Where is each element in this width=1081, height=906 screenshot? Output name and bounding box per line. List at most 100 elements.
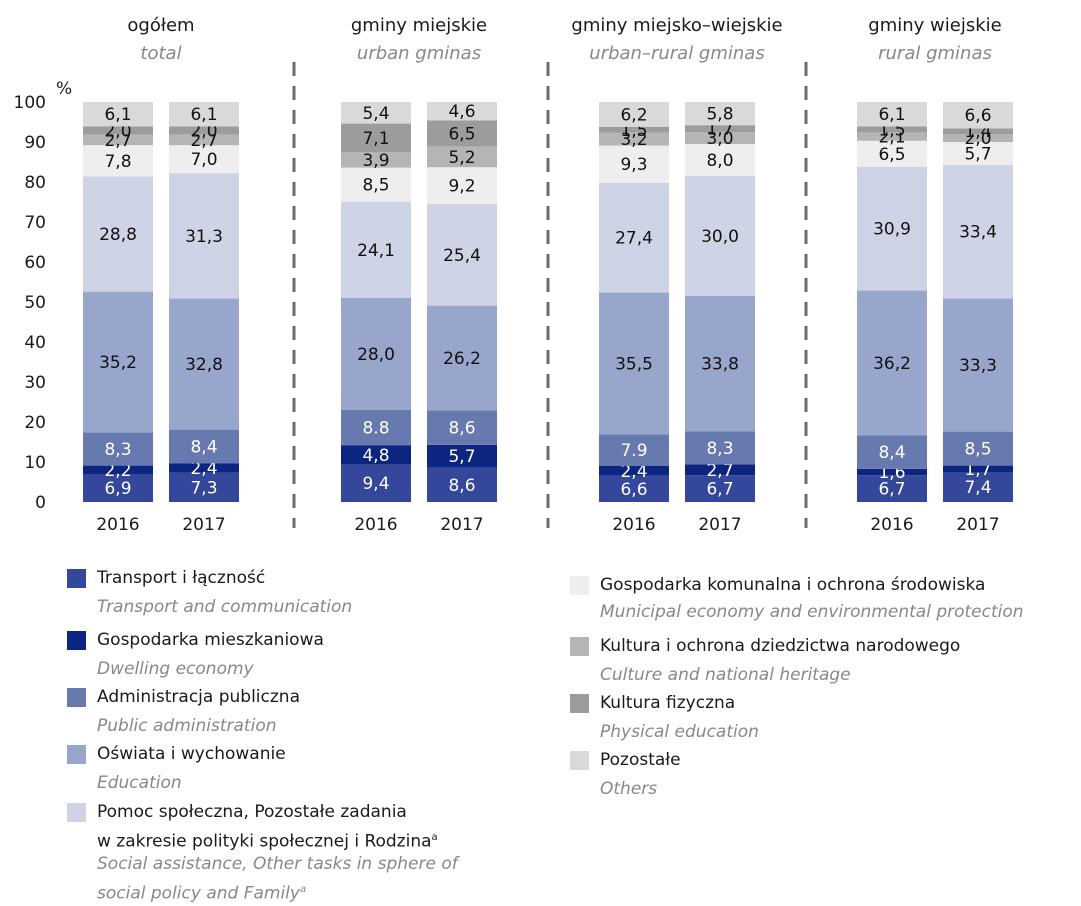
data-label: 6,6 bbox=[620, 480, 647, 500]
data-label: 33,8 bbox=[701, 355, 739, 375]
bar-segment-dwelling bbox=[169, 463, 239, 473]
bar-segment-others bbox=[169, 102, 239, 127]
bar-segment-others bbox=[341, 102, 411, 124]
data-label: 9,4 bbox=[362, 474, 389, 494]
bar-segment-education bbox=[169, 298, 239, 430]
bar-segment-social bbox=[943, 164, 1013, 299]
bar-segment-municipal bbox=[943, 142, 1013, 165]
data-label: 7,1 bbox=[362, 129, 389, 149]
data-label: 2,4 bbox=[620, 462, 647, 482]
data-label: 8,5 bbox=[362, 176, 389, 196]
x-tick-label: 2017 bbox=[182, 515, 225, 535]
legend-swatch-education bbox=[67, 745, 86, 764]
data-label: 8,4 bbox=[878, 443, 905, 463]
y-tick-label: 0 bbox=[35, 493, 46, 513]
data-label: 7,0 bbox=[190, 150, 217, 170]
bar-segment-admin bbox=[857, 435, 927, 469]
legend-label-pl: Administracja publiczna bbox=[97, 687, 300, 707]
bar-segment-education bbox=[857, 290, 927, 436]
legend-label-en: Public administration bbox=[97, 716, 277, 736]
bar-segment-dwelling bbox=[341, 445, 411, 465]
legend-label-pl: Gospodarka mieszkaniowa bbox=[97, 630, 324, 650]
bar-segment-social bbox=[427, 204, 497, 306]
x-tick-label: 2016 bbox=[96, 515, 139, 535]
legend-label-en: Others bbox=[600, 779, 658, 799]
group-title: gminy miejskie bbox=[351, 15, 487, 36]
bar-segment-physical bbox=[427, 120, 497, 147]
bar-segment-social bbox=[83, 176, 153, 292]
data-label: 6,1 bbox=[104, 105, 131, 125]
bar-segment-physical bbox=[685, 125, 755, 132]
legend-label-en: Social assistance, Other tasks in sphere… bbox=[97, 854, 458, 874]
bar-segment-culture bbox=[169, 134, 239, 146]
bar-segment-physical bbox=[341, 123, 411, 152]
data-label: 6,7 bbox=[878, 480, 905, 500]
bar-segment-municipal bbox=[83, 145, 153, 177]
y-tick-label: 20 bbox=[24, 413, 46, 433]
x-tick-label: 2017 bbox=[698, 515, 741, 535]
bar-segment-social bbox=[341, 201, 411, 298]
bar-segment-admin bbox=[341, 410, 411, 446]
bar-segment-dwelling bbox=[943, 465, 1013, 473]
data-label: 2,7 bbox=[104, 131, 131, 151]
data-label: 8,5 bbox=[964, 440, 991, 460]
footnote-marker: a bbox=[299, 884, 307, 895]
data-label: 33,4 bbox=[959, 223, 997, 243]
data-label: 6,5 bbox=[448, 124, 475, 144]
legend-swatch-physical bbox=[570, 694, 589, 713]
bar-segment-culture bbox=[83, 134, 153, 146]
data-label: 8,0 bbox=[706, 151, 733, 171]
data-label: 8,6 bbox=[448, 476, 475, 496]
data-label: 5,7 bbox=[448, 447, 475, 467]
x-tick-label: 2017 bbox=[440, 515, 483, 535]
bar-segment-transport bbox=[83, 474, 153, 502]
bar-segment-physical bbox=[83, 126, 153, 135]
group-title: gminy wiejskie bbox=[868, 15, 1001, 36]
bar-segment-dwelling bbox=[685, 464, 755, 476]
data-label: 8,4 bbox=[190, 437, 217, 457]
bar-segment-social bbox=[685, 176, 755, 296]
data-label: 3,2 bbox=[620, 130, 647, 150]
bar-segment-culture bbox=[685, 132, 755, 144]
data-label: 9,2 bbox=[448, 177, 475, 197]
bar-segment-education bbox=[685, 296, 755, 432]
legend-label-en: Culture and national heritage bbox=[600, 665, 851, 685]
bar-segment-social bbox=[169, 173, 239, 299]
bar-segment-transport bbox=[943, 472, 1013, 502]
bar-segment-culture bbox=[857, 132, 927, 141]
x-tick-label: 2016 bbox=[612, 515, 655, 535]
legend-swatch-municipal bbox=[570, 576, 589, 595]
bar-segment-physical bbox=[857, 126, 927, 133]
bar-segment-admin bbox=[427, 410, 497, 445]
bar-segment-dwelling bbox=[599, 466, 669, 476]
bar-segment-others bbox=[599, 102, 669, 127]
data-label: 5,4 bbox=[362, 104, 389, 124]
legend-label-en: Dwelling economy bbox=[97, 659, 254, 679]
bar-segment-education bbox=[341, 298, 411, 410]
bar-segment-social bbox=[599, 182, 669, 293]
bar-segment-municipal bbox=[341, 167, 411, 202]
y-tick-label: 10 bbox=[24, 453, 46, 473]
bar-segment-others bbox=[83, 102, 153, 127]
legend-label-en: Physical education bbox=[600, 722, 759, 742]
data-label: 7,4 bbox=[964, 478, 991, 498]
bar-segment-education bbox=[599, 292, 669, 435]
data-label: 4,6 bbox=[448, 102, 475, 122]
bar-segment-admin bbox=[685, 431, 755, 465]
data-label: 2,1 bbox=[878, 128, 905, 148]
bar-segment-culture bbox=[427, 146, 497, 168]
data-label: 5,2 bbox=[448, 148, 475, 168]
bar-segment-municipal bbox=[857, 140, 927, 167]
legend-label-pl: Kultura i ochrona dziedzictwa narodowego bbox=[600, 636, 961, 656]
data-label: 8,3 bbox=[104, 440, 131, 460]
data-label: 6,5 bbox=[878, 145, 905, 165]
data-label: 8,6 bbox=[448, 419, 475, 439]
bar-segment-municipal bbox=[169, 145, 239, 174]
bar-segment-transport bbox=[427, 467, 497, 502]
group-title: ogółem bbox=[127, 15, 194, 36]
bar-segment-social bbox=[857, 166, 927, 291]
data-label: 30,9 bbox=[873, 220, 911, 240]
data-label: 2,7 bbox=[190, 131, 217, 151]
data-label: 7,8 bbox=[104, 152, 131, 172]
y-tick-label: 80 bbox=[24, 173, 46, 193]
